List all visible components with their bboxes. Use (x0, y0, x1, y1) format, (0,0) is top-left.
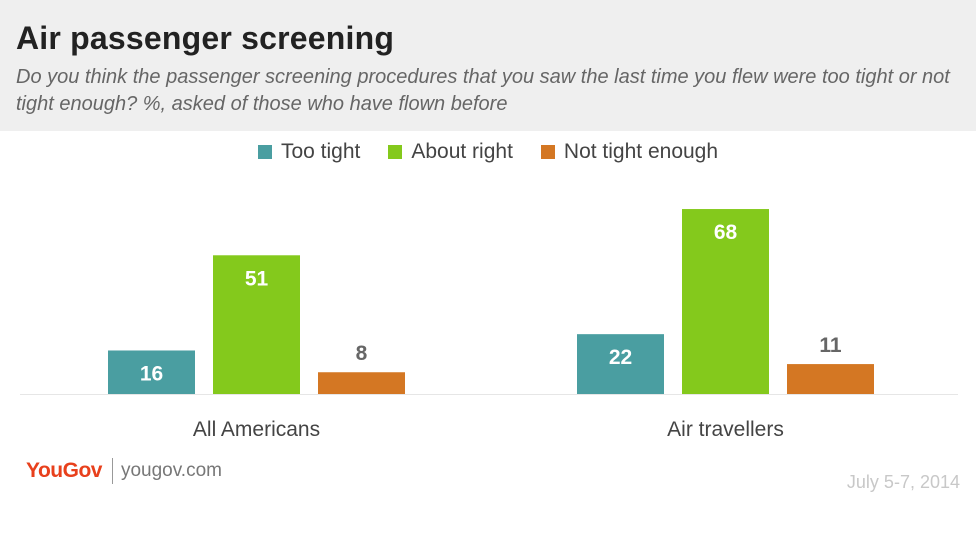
data-label-not-tight-enough-1: 11 (819, 334, 842, 357)
brand-divider (111, 458, 113, 484)
brand-url: yougov.com (120, 460, 222, 481)
legend-label-not-tight-enough: Not tight enough (563, 140, 719, 163)
data-label-about-right-1: 68 (714, 221, 738, 244)
chart-header: Air passenger screening Do you think the… (0, 0, 976, 131)
bar-not-tight-enough-1 (787, 364, 874, 394)
legend-swatch-not-tight-enough (540, 145, 555, 159)
yougov-logo: YouGov (26, 459, 102, 482)
bar-about-right-1 (682, 209, 769, 394)
legend-label-about-right: About right (411, 140, 513, 163)
chart-title: Air passenger screening (16, 20, 395, 56)
legend-item-too-tight: Too tight (257, 140, 361, 164)
bar-not-tight-enough-0 (318, 372, 405, 394)
data-label-about-right-0: 51 (245, 267, 269, 290)
chart-subtitle: Do you think the passenger screening pro… (16, 66, 950, 115)
category-label-1: Air travellers (667, 418, 784, 441)
bar-too-tight-1 (577, 334, 664, 394)
chart-legend: Too tight About right Not tight enough (0, 137, 976, 167)
legend-swatch-about-right (388, 145, 403, 159)
legend-swatch-too-tight (257, 145, 272, 159)
category-label-0: All Americans (193, 418, 320, 441)
survey-date: July 5-7, 2014 (846, 472, 960, 492)
legend-item-about-right: About right (388, 140, 513, 164)
legend-item-not-tight-enough: Not tight enough (540, 140, 719, 164)
legend-label-too-tight: Too tight (280, 140, 361, 163)
data-label-too-tight-1: 22 (609, 346, 632, 369)
bar-about-right-0 (213, 255, 300, 394)
brand-footer: YouGov yougov.com (26, 458, 222, 484)
bar-too-tight-0 (108, 350, 195, 394)
data-label-not-tight-enough-0: 8 (356, 342, 368, 365)
data-label-too-tight-0: 16 (140, 362, 163, 385)
